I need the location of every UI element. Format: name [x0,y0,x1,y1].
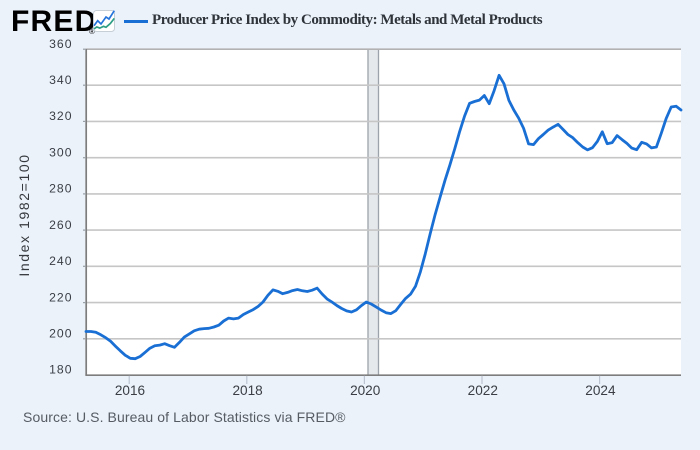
svg-text:260: 260 [49,218,72,232]
svg-text:360: 360 [49,37,72,51]
svg-text:2016: 2016 [115,383,145,398]
svg-text:300: 300 [49,145,72,159]
svg-text:340: 340 [49,73,72,87]
svg-text:220: 220 [49,290,72,304]
svg-text:2020: 2020 [350,383,381,398]
svg-text:Index 1982=100: Index 1982=100 [16,153,32,276]
svg-text:200: 200 [49,327,72,341]
svg-text:320: 320 [49,109,72,123]
svg-text:240: 240 [49,254,72,268]
svg-text:280: 280 [49,182,72,196]
svg-text:2018: 2018 [232,383,262,398]
svg-text:2024: 2024 [585,383,616,398]
svg-text:180: 180 [49,363,72,377]
svg-text:2022: 2022 [468,383,498,398]
